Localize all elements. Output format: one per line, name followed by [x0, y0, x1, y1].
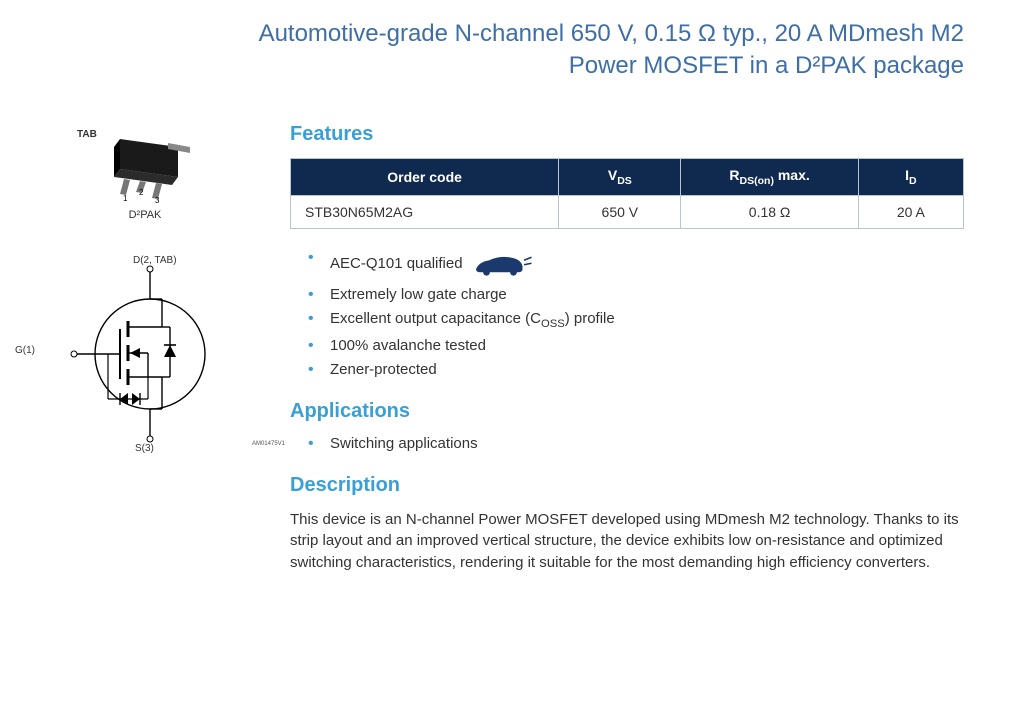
package-name: D²PAK: [55, 209, 235, 221]
tab-label: TAB: [77, 129, 97, 140]
th-rds: RDS(on) max.: [681, 158, 858, 195]
car-icon: [473, 249, 533, 279]
pin-g-label: G(1): [15, 345, 35, 356]
cell-order: STB30N65M2AG: [291, 195, 559, 228]
th-order: Order code: [291, 158, 559, 195]
list-item: Zener-protected: [308, 361, 964, 378]
applications-heading: Applications: [290, 400, 964, 423]
th-vds: VDS: [559, 158, 681, 195]
cell-rds: 0.18 Ω: [681, 195, 858, 228]
feature-text: AEC-Q101 qualified: [330, 255, 463, 272]
pin-s-label: S(3): [135, 443, 154, 454]
content-row: TAB 1 2 3 D²PAK: [0, 93, 1024, 574]
cell-vds: 650 V: [559, 195, 681, 228]
main-column: Features Order code VDS RDS(on) max. ID …: [290, 123, 1024, 574]
description-text: This device is an N-channel Power MOSFET…: [290, 509, 964, 574]
svg-text:3: 3: [155, 196, 160, 203]
svg-text:2: 2: [139, 188, 144, 197]
d2pak-icon: 1 2 3: [90, 133, 200, 203]
list-item: 100% avalanche tested: [308, 337, 964, 354]
table-header-row: Order code VDS RDS(on) max. ID: [291, 158, 964, 195]
mosfet-symbol-icon: [50, 259, 240, 449]
feature-text: 100% avalanche tested: [330, 337, 486, 354]
title-line-2: Power MOSFET in a D²PAK package: [0, 50, 964, 82]
list-item: Excellent output capacitance (COSS) prof…: [308, 310, 964, 330]
list-item: Extremely low gate charge: [308, 286, 964, 303]
page-title: Automotive-grade N-channel 650 V, 0.15 Ω…: [0, 0, 1024, 93]
feature-text: Excellent output capacitance (COSS) prof…: [330, 310, 615, 327]
feature-text: Extremely low gate charge: [330, 286, 507, 303]
applications-list: Switching applications: [290, 435, 964, 452]
pin-d-label: D(2, TAB): [133, 255, 177, 266]
th-id: ID: [858, 158, 963, 195]
feature-text: Zener-protected: [330, 361, 437, 378]
table-row: STB30N65M2AG 650 V 0.18 Ω 20 A: [291, 195, 964, 228]
application-text: Switching applications: [330, 435, 478, 452]
left-column: TAB 1 2 3 D²PAK: [0, 123, 290, 574]
spec-table: Order code VDS RDS(on) max. ID STB30N65M…: [290, 158, 964, 229]
features-heading: Features: [290, 123, 964, 146]
description-heading: Description: [290, 474, 964, 497]
cell-id: 20 A: [858, 195, 963, 228]
features-list: AEC-Q101 qualified Extremely low gate ch…: [290, 249, 964, 378]
list-item: AEC-Q101 qualified: [308, 249, 964, 279]
list-item: Switching applications: [308, 435, 964, 452]
svg-text:1: 1: [123, 194, 128, 203]
drawing-code: AM01475V1: [252, 441, 285, 447]
datasheet-page: Automotive-grade N-channel 650 V, 0.15 Ω…: [0, 0, 1024, 574]
title-line-1: Automotive-grade N-channel 650 V, 0.15 Ω…: [0, 18, 964, 50]
schematic-symbol: D(2, TAB) G(1) S(3) AM01475V1: [15, 259, 275, 449]
package-drawing: TAB 1 2 3 D²PAK: [55, 133, 235, 221]
